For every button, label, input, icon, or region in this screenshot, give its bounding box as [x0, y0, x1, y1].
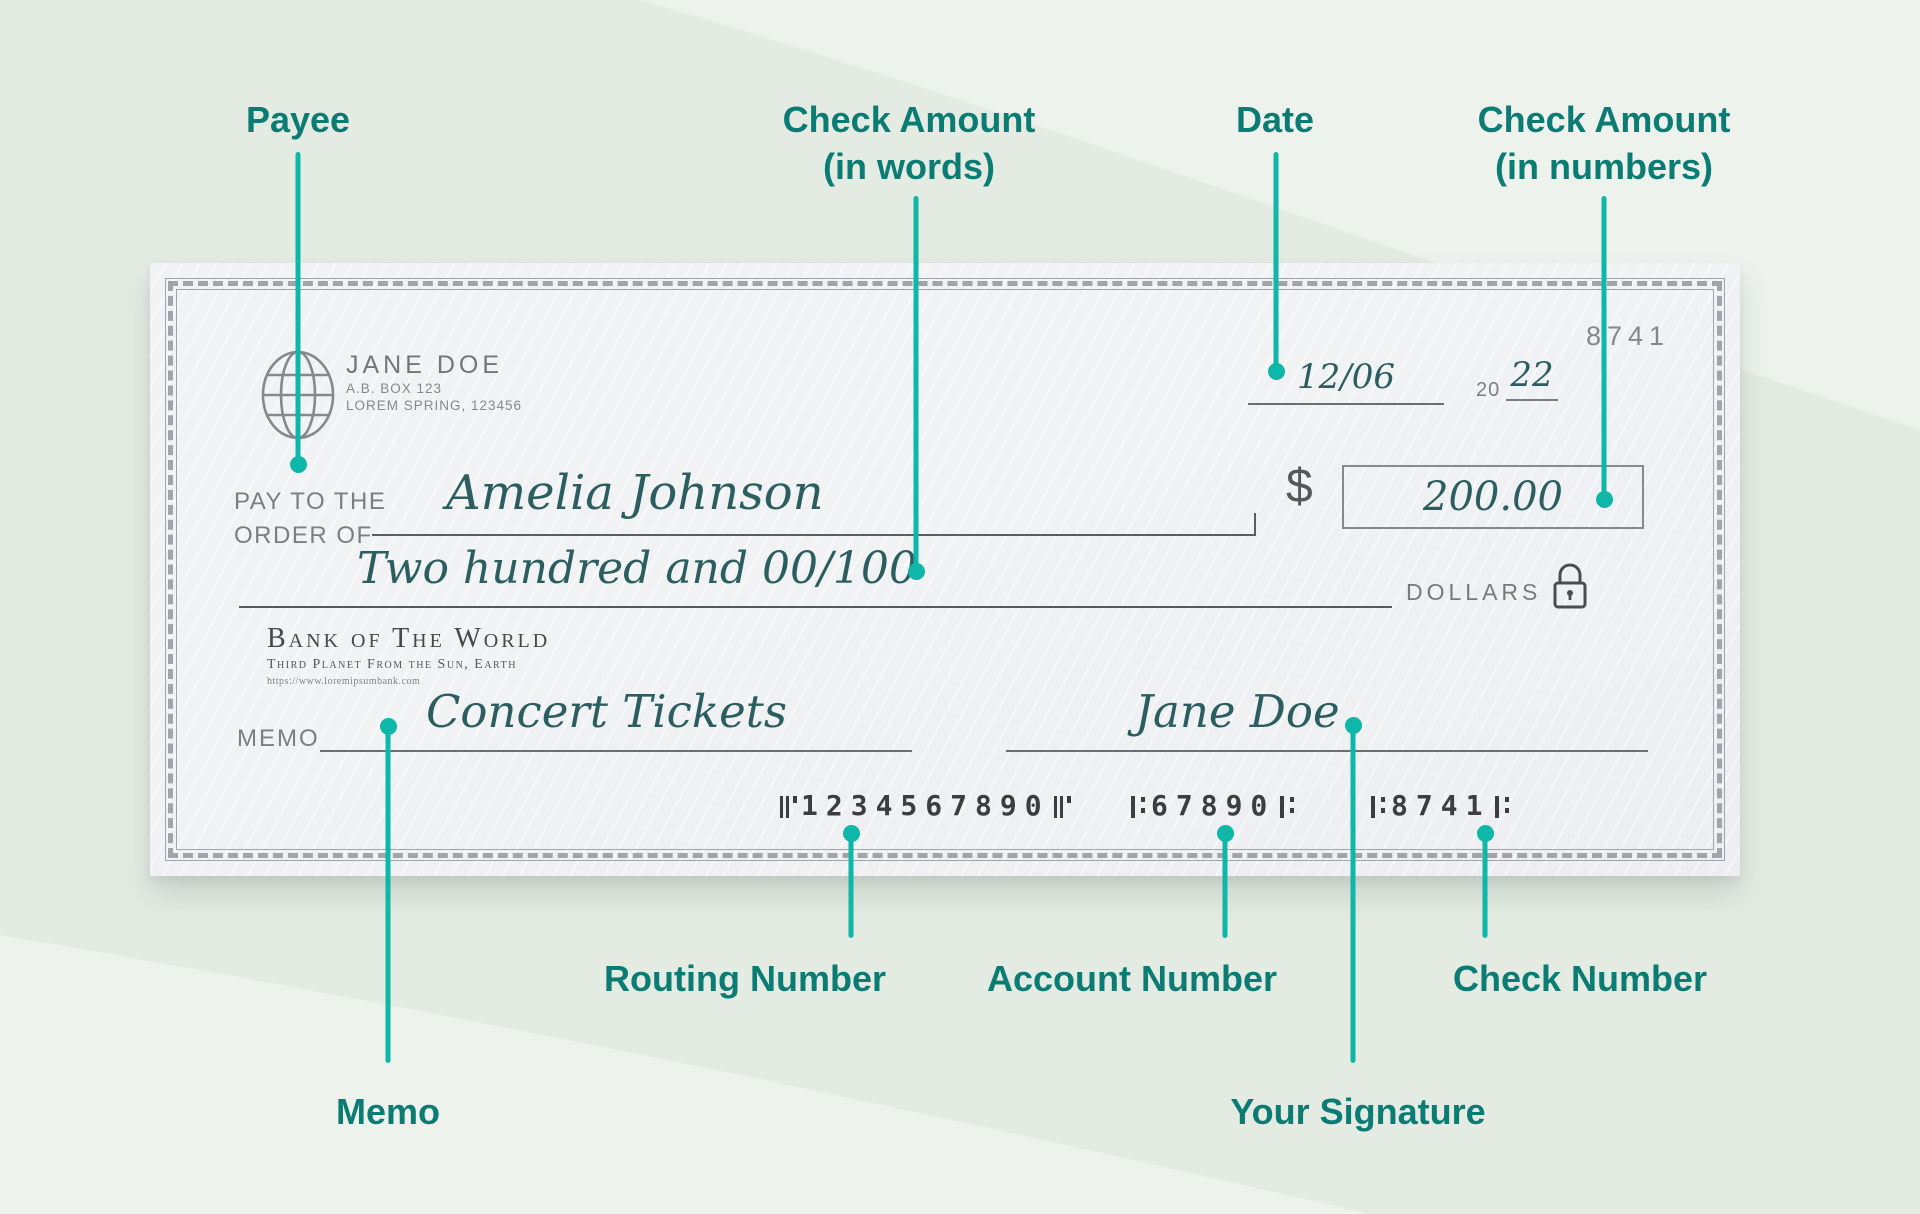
connector-routing [848, 833, 854, 938]
payee-underline [372, 534, 1256, 536]
micr-transit-symbol [780, 793, 797, 818]
label-check-number: Check Number [1452, 958, 1708, 999]
label-memo: Memo [335, 1091, 441, 1132]
payee-name: Amelia Johnson [446, 465, 824, 521]
bank-url: https://www.loremipsumbank.com [267, 676, 421, 687]
memo-underline [320, 750, 912, 752]
micr-transit-symbol [1053, 793, 1071, 818]
routing-number: 1234567890 [801, 789, 1050, 822]
connector-date [1273, 152, 1279, 372]
label-date: Date [1235, 99, 1315, 140]
connector-signature [1350, 725, 1356, 1063]
connector-amount-numbers [1601, 196, 1607, 500]
micr-account-number: 67890 [1130, 789, 1296, 822]
label-check-amount-numbers-line1: Check Amount [1477, 99, 1731, 140]
micr-onus-symbol [1130, 793, 1147, 818]
micr-onus-symbol [1370, 793, 1387, 818]
bank-block: Bank of The World Third Planet From the … [267, 623, 550, 687]
micr-onus-symbol [1494, 793, 1511, 818]
label-account-number: Account Number [986, 958, 1278, 999]
pay-to-the-order-of-label: PAY TO THE ORDER OF [234, 485, 386, 553]
memo-label: MEMO [237, 725, 320, 752]
swoosh-bottom-left [0, 935, 1370, 1214]
check-number-top: 8741 [1586, 321, 1671, 351]
signature-underline [1006, 750, 1648, 752]
account-holder-block: JANE DOE A.B. BOX 123 LOREM SPRING, 1234… [346, 351, 522, 414]
connector-memo [385, 726, 391, 1063]
micr-check-number: 8741 [1370, 789, 1511, 822]
label-check-amount-words: Check Amount (in words) [783, 96, 1036, 190]
connector-payee [295, 152, 301, 465]
pay-to-line2: ORDER OF [234, 522, 373, 549]
micr-routing-number: 1234567890 [780, 789, 1071, 822]
account-holder-address-2: LOREM SPRING, 123456 [346, 398, 523, 413]
account-number: 67890 [1151, 789, 1276, 822]
dollars-label: DOLLARS [1406, 579, 1542, 605]
label-routing-number: Routing Number [604, 958, 886, 999]
amount-words: Two hundred and 00/100 [357, 543, 917, 594]
connector-amount-words [913, 196, 919, 572]
account-holder-address-1: A.B. BOX 123 [346, 381, 443, 396]
memo-value: Concert Tickets [426, 685, 787, 738]
check-number: 8741 [1391, 789, 1491, 822]
swoosh-top-right [640, 0, 1920, 430]
amount-box: 200.00 [1342, 465, 1644, 529]
micr-onus-symbol [1279, 793, 1296, 818]
bank-tagline: Third Planet From the Sun, Earth [267, 657, 517, 672]
label-check-amount-words-line2: (in words) [823, 146, 995, 187]
bank-name: Bank of The World [267, 623, 551, 654]
amount-words-line: Two hundred and 00/100 [239, 543, 1392, 608]
connector-account [1222, 833, 1228, 938]
account-holder-name: JANE DOE [346, 351, 504, 379]
label-check-amount-numbers-line2: (in numbers) [1494, 146, 1713, 187]
pay-to-line1: PAY TO THE [234, 488, 387, 515]
connector-check-number [1482, 833, 1488, 938]
check: 8741 JANE DOE A.B. BOX 123 LOREM SPRING,… [150, 263, 1740, 876]
amount-value: 200.00 [1423, 474, 1563, 520]
dollar-sign: $ [1286, 460, 1313, 513]
label-check-amount-words-line1: Check Amount [782, 99, 1036, 140]
payee-line-end-tick [1254, 513, 1256, 535]
date-field: 12/06 [1248, 357, 1444, 405]
label-payee: Payee [245, 99, 351, 140]
lock-icon [1553, 563, 1587, 609]
year-prefix: 20 [1476, 379, 1501, 401]
label-check-amount-numbers: Check Amount (in numbers) [1478, 96, 1731, 190]
label-your-signature: Your Signature [1230, 1091, 1486, 1132]
signature-value: Jane Doe [1135, 685, 1340, 738]
year-field: 22 [1506, 355, 1558, 401]
